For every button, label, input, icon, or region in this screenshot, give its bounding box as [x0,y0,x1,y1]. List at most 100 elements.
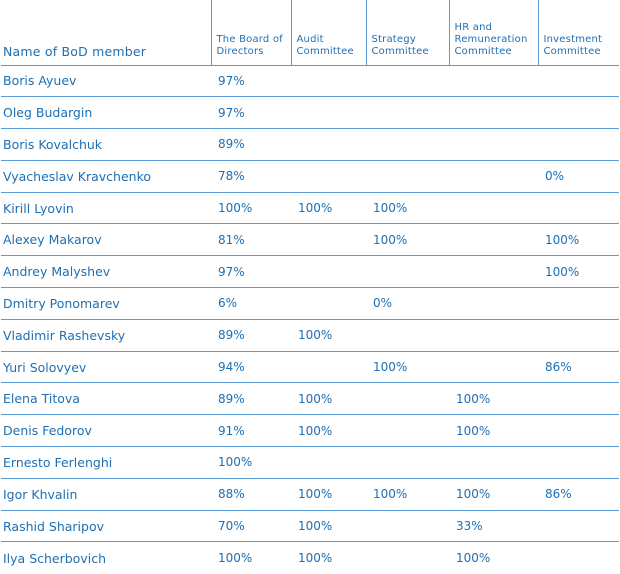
strategy-cell: 100% [366,478,449,511]
name-cell: Kirill Lyovin [1,192,211,225]
name-cell: Denis Fedorov [1,414,211,448]
investment-cell [538,319,619,352]
name-cell: Ilya Scherbovich [3,550,106,566]
table-row: Igor Khvalin 88% 100% 100% 100% 86% [1,478,619,511]
investment-cell [538,65,619,98]
name-cell: Vyacheslav Kravchenko [1,160,211,193]
hr-cell [449,255,538,289]
board-cell: 91% [211,414,291,448]
hr-cell [449,287,538,320]
investment-cell [538,510,619,543]
strategy-cell [366,510,449,543]
board-cell: 78% [211,160,291,193]
column-header-board: The Board of Directors [210,0,291,66]
hr-cell [449,96,538,130]
table-row: Elena Titova 89% 100% 100% [1,382,619,416]
name-cell: Oleg Budargin [1,96,211,130]
hr-cell [449,65,538,98]
audit-cell: 100% [291,478,366,511]
hr-cell: 100% [449,382,538,416]
board-cell: 94% [211,351,291,384]
investment-cell [538,287,619,320]
board-cell: 89% [211,128,291,161]
investment-cell: 0% [538,160,619,193]
strategy-cell [366,446,449,479]
strategy-cell [366,96,449,130]
strategy-cell: 100% [366,351,449,384]
strategy-cell [366,128,449,161]
table-row: Andrey Malyshev 97% 100% [1,255,619,289]
column-header-hr: HR and Remuneration Committee [448,0,538,66]
table-row: Dmitry Ponomarev 6% 0% [1,287,619,320]
board-cell: 88% [211,478,291,511]
strategy-cell: 100% [366,192,449,225]
board-cell: 81% [211,223,291,257]
strategy-cell [366,319,449,352]
strategy-cell [366,160,449,193]
table-row: Yuri Solovyev 94% 100% 86% [1,351,619,384]
name-cell: Elena Titova [1,382,211,416]
audit-cell [291,446,366,479]
hr-cell: 100% [456,551,491,566]
table-row: Vyacheslav Kravchenko 78% 0% [1,160,619,193]
board-cell: 97% [211,96,291,130]
name-cell: Alexey Makarov [1,223,211,257]
investment-cell: 86% [538,478,619,511]
table-body: Boris Ayuev 97% Oleg Budargin 97% Boris Kova… [1,65,619,574]
hr-cell [449,192,538,225]
investment-cell [538,542,619,574]
audit-cell: 100% [291,382,366,416]
name-cell: Vladimir Rashevsky [1,319,211,352]
audit-cell: 100% [291,192,366,225]
strategy-cell: 0% [366,287,449,320]
investment-cell: 100% [538,223,619,257]
audit-cell [291,255,366,289]
strategy-cell [366,382,449,416]
board-cell: 89% [211,382,291,416]
strategy-cell [366,255,449,289]
investment-cell [538,414,619,448]
table-header-row: Name of BoD member The Board of Directors… [1,0,619,66]
name-cell: Rashid Sharipov [1,510,211,543]
hr-cell [449,160,538,193]
investment-cell [538,192,619,225]
table-row: Denis Fedorov 91% 100% 100% [1,414,619,448]
name-cell: Ernesto Ferlenghi [1,446,211,479]
table-row: Boris Kovalchuk 89% [1,128,619,161]
strategy-cell [366,65,449,98]
board-cell: 89% [211,319,291,352]
column-header-investment: Investment Committee [537,0,619,66]
column-header-strategy: Strategy Committee [365,0,449,66]
hr-cell [449,223,538,257]
audit-cell: 100% [291,510,366,543]
investment-cell [538,96,619,130]
board-cell: 100% [211,446,291,479]
name-cell: Boris Kovalchuk [1,128,211,161]
table-row: Alexey Makarov 81% 100% 100% [1,223,619,257]
name-cell: Dmitry Ponomarev [1,287,211,320]
strategy-cell [366,414,449,448]
hr-cell [449,128,538,161]
hr-cell [449,319,538,352]
board-cell: 70% [211,510,291,543]
board-cell: 97% [211,65,291,98]
investment-cell: 86% [538,351,619,384]
investment-cell [538,128,619,161]
audit-cell [291,223,366,257]
column-header-name: Name of BoD member [1,0,211,66]
audit-cell [291,287,366,320]
board-cell: 6% [211,287,291,320]
investment-cell: 100% [538,255,619,289]
board-cell: 100% [218,551,253,566]
table-row: Oleg Budargin 97% [1,96,619,130]
strategy-cell [366,542,449,574]
hr-cell: 100% [449,478,538,511]
audit-cell [291,160,366,193]
name-cell: Yuri Solovyev [1,351,211,384]
column-header-audit: Audit Committee [290,0,366,66]
table-row: Boris Ayuev 97% [1,65,619,98]
table-row: Ilya Scherbovich 100% 100% 100% [1,542,619,574]
hr-cell [449,351,538,384]
audit-cell [291,128,366,161]
